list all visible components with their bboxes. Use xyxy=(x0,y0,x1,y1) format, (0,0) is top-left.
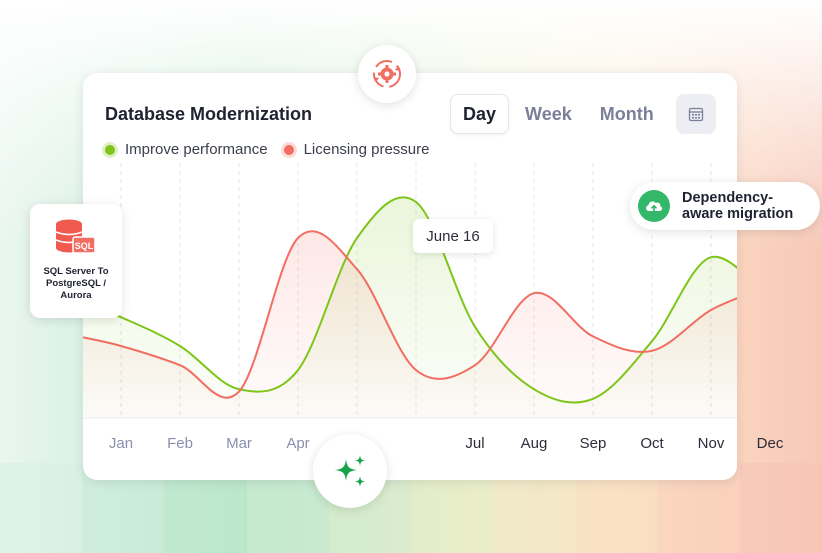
data-point-improve-performance[interactable] xyxy=(587,393,599,405)
sparkles-icon xyxy=(335,455,365,487)
chart-card: Database Modernization Day Week Month Im… xyxy=(83,73,783,480)
cloud-upload-icon xyxy=(638,190,670,222)
dependency-migration-pill: Dependency-aware migration xyxy=(630,182,820,230)
x-axis-labels: Jan Feb Mar Apr Jul Aug Sep Oct Nov Dec xyxy=(83,435,783,455)
data-point-licensing-pressure[interactable] xyxy=(410,364,422,376)
series-line-improve-performance xyxy=(83,196,737,404)
data-point-improve-performance[interactable] xyxy=(351,232,363,244)
chart-tooltip: June 16 xyxy=(413,219,493,253)
calendar-icon xyxy=(688,107,704,122)
data-point-licensing-pressure[interactable] xyxy=(351,263,363,275)
x-tick-label: Oct xyxy=(640,435,664,452)
bottom-badge xyxy=(313,434,387,508)
svg-text:SQL: SQL xyxy=(75,241,94,251)
chart-title: Database Modernization xyxy=(105,104,313,124)
top-badge xyxy=(358,45,416,103)
data-point-improve-performance[interactable] xyxy=(174,340,186,352)
data-point-licensing-pressure[interactable] xyxy=(174,359,186,371)
x-tick-label: Dec xyxy=(756,435,784,452)
legend-item-licensing-pressure: Licensing pressure xyxy=(280,141,430,158)
tab-week[interactable]: Week xyxy=(525,103,572,124)
data-point-licensing-pressure[interactable] xyxy=(292,232,304,244)
sql-card-label: SQL Server To PostgreSQL / Aurora xyxy=(43,266,109,301)
chart-legend: Improve performance Licensing pressure xyxy=(102,141,445,158)
database-sql-icon: SQL xyxy=(55,219,96,254)
data-point-licensing-pressure[interactable] xyxy=(587,330,599,342)
legend-item-improve-performance: Improve performance xyxy=(102,141,268,158)
data-point-improve-performance[interactable] xyxy=(469,321,481,333)
area-improve-performance xyxy=(83,197,737,418)
x-tick-label: Mar xyxy=(226,435,252,452)
legend-label: Licensing pressure xyxy=(303,141,430,158)
data-point-improve-performance[interactable] xyxy=(292,364,304,376)
tab-month[interactable]: Month xyxy=(599,103,654,124)
data-point-licensing-pressure[interactable] xyxy=(469,359,481,371)
dependency-pill-label: Dependency-aware migration xyxy=(682,190,794,222)
line-chart xyxy=(83,163,737,419)
tab-day[interactable]: Day xyxy=(450,94,510,134)
data-point-licensing-pressure[interactable] xyxy=(115,340,127,352)
data-point-licensing-pressure[interactable] xyxy=(528,287,540,299)
data-point-improve-performance[interactable] xyxy=(528,383,540,395)
x-tick-label: Aug xyxy=(520,435,548,452)
legend-dot-red xyxy=(280,141,297,158)
x-tick-label: Jan xyxy=(108,435,134,452)
legend-label: Improve performance xyxy=(125,141,268,158)
gear-sync-icon xyxy=(373,60,401,88)
legend-dot-green xyxy=(102,141,118,158)
data-point-licensing-pressure[interactable] xyxy=(233,386,245,398)
data-point-licensing-pressure[interactable] xyxy=(705,304,717,316)
calendar-button[interactable] xyxy=(676,94,716,134)
x-tick-label: Sep xyxy=(579,435,607,452)
range-tabs: Day Week Month xyxy=(450,94,670,134)
data-point-licensing-pressure[interactable] xyxy=(646,345,658,357)
x-tick-label: Feb xyxy=(167,435,193,452)
data-point-improve-performance[interactable] xyxy=(705,251,717,263)
data-point-improve-performance[interactable] xyxy=(410,196,422,208)
x-tick-label: Nov xyxy=(697,435,725,452)
x-tick-label: Apr xyxy=(286,435,310,452)
x-tick-label: Jul xyxy=(465,435,485,452)
area-licensing-pressure xyxy=(83,231,737,418)
series-line-licensing-pressure xyxy=(83,230,737,399)
sql-migration-card: SQL SQL Server To PostgreSQL / Aurora xyxy=(30,204,122,318)
